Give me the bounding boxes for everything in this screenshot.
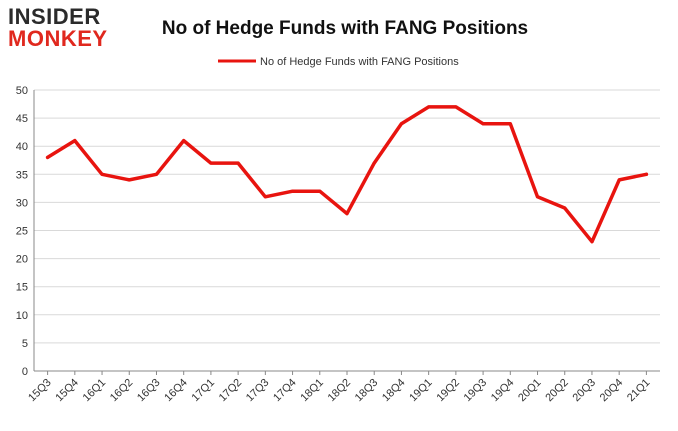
data-point bbox=[182, 139, 186, 143]
x-tick-label: 17Q1 bbox=[190, 377, 218, 405]
x-tick-label: 15Q4 bbox=[53, 377, 81, 405]
data-point bbox=[644, 172, 648, 176]
y-tick-label: 15 bbox=[16, 282, 28, 294]
y-tick-label: 50 bbox=[16, 85, 28, 97]
data-point bbox=[372, 161, 376, 165]
y-tick-label: 5 bbox=[22, 338, 28, 350]
x-tick-label: 17Q3 bbox=[244, 377, 272, 405]
x-tick-label: 15Q3 bbox=[26, 377, 54, 405]
legend: No of Hedge Funds with FANG Positions bbox=[218, 56, 459, 68]
x-tick-label: 17Q4 bbox=[271, 377, 299, 405]
gridlines bbox=[34, 89, 660, 344]
data-point bbox=[536, 195, 540, 199]
data-point bbox=[563, 206, 567, 210]
x-tick-label: 18Q3 bbox=[353, 377, 381, 405]
x-tick-label: 18Q1 bbox=[298, 377, 326, 405]
x-tick-label: 21Q1 bbox=[625, 377, 653, 405]
logo-line-2: MONKEY bbox=[8, 26, 108, 51]
logo-line-1: INSIDER bbox=[8, 4, 101, 29]
x-axis-tick-labels: 15Q3 15Q4 16Q1 16Q2 16Q3 16Q4 17Q1 17Q2 17Q3 17Q4… bbox=[26, 377, 652, 405]
data-point bbox=[318, 189, 322, 193]
data-point bbox=[46, 155, 50, 159]
data-point bbox=[590, 240, 594, 244]
data-point bbox=[263, 195, 267, 199]
chart-title: No of Hedge Funds with FANG Positions bbox=[162, 18, 528, 39]
data-point bbox=[508, 122, 512, 126]
x-tick-label: 20Q1 bbox=[516, 377, 544, 405]
data-point bbox=[345, 212, 349, 216]
insider-monkey-logo: INSIDER MONKEY bbox=[8, 6, 108, 50]
y-axis-tick-labels: 0 5 10 15 20 25 30 35 40 45 50 bbox=[16, 85, 28, 378]
data-point bbox=[617, 178, 621, 182]
x-tick-label: 20Q2 bbox=[543, 377, 571, 405]
legend-label: No of Hedge Funds with FANG Positions bbox=[260, 56, 459, 68]
x-tick-label: 17Q2 bbox=[217, 377, 245, 405]
y-tick-label: 0 bbox=[22, 366, 28, 378]
y-tick-label: 20 bbox=[16, 254, 28, 266]
data-point bbox=[454, 105, 458, 109]
axes bbox=[33, 90, 660, 375]
data-point bbox=[127, 178, 131, 182]
x-tick-label: 16Q1 bbox=[81, 377, 109, 405]
x-tick-label: 18Q2 bbox=[326, 377, 354, 405]
data-point bbox=[427, 105, 431, 109]
y-tick-label: 35 bbox=[16, 169, 28, 181]
data-point bbox=[481, 122, 485, 126]
data-point bbox=[236, 161, 240, 165]
x-tick-label: 19Q1 bbox=[407, 377, 435, 405]
y-tick-label: 25 bbox=[16, 226, 28, 238]
y-tick-label: 40 bbox=[16, 141, 28, 153]
x-tick-label: 19Q4 bbox=[489, 377, 517, 405]
x-tick-label: 19Q2 bbox=[434, 377, 462, 405]
x-tick-label: 20Q3 bbox=[571, 377, 599, 405]
data-point bbox=[73, 139, 77, 143]
x-tick-label: 16Q3 bbox=[135, 377, 163, 405]
data-point bbox=[399, 122, 403, 126]
data-point bbox=[100, 172, 104, 176]
y-tick-label: 30 bbox=[16, 197, 28, 209]
x-tick-label: 18Q4 bbox=[380, 377, 408, 405]
x-tick-label: 19Q3 bbox=[462, 377, 490, 405]
data-point bbox=[291, 189, 295, 193]
data-point bbox=[154, 172, 158, 176]
data-point bbox=[209, 161, 213, 165]
x-tick-label: 20Q4 bbox=[598, 377, 626, 405]
y-tick-label: 10 bbox=[16, 310, 28, 322]
x-tick-label: 16Q4 bbox=[162, 377, 190, 405]
y-tick-label: 45 bbox=[16, 113, 28, 125]
series-group bbox=[45, 105, 649, 244]
x-tick-label: 16Q2 bbox=[108, 377, 136, 405]
